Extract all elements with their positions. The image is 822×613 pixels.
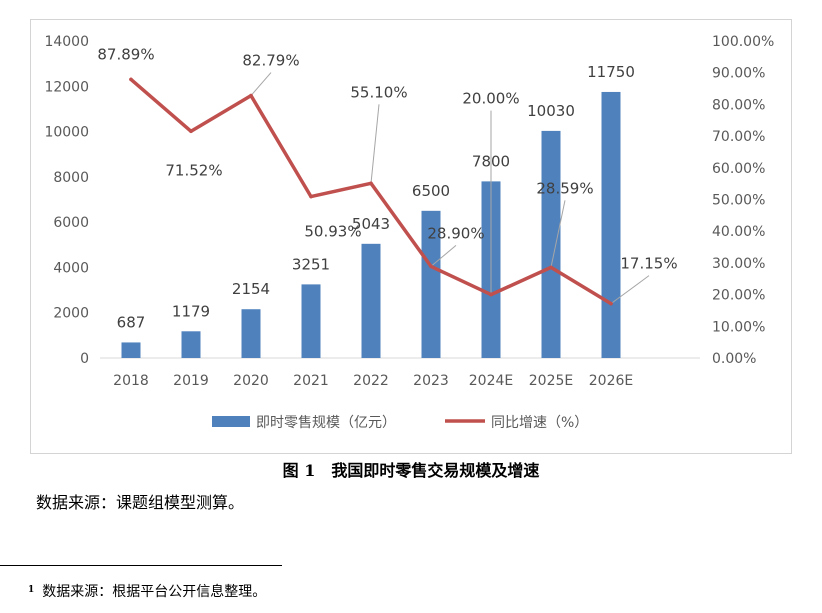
line-value-label: 87.89%	[97, 45, 154, 63]
right-axis-tick: 60.00%	[712, 161, 765, 177]
x-axis-tick: 2026E	[589, 373, 633, 389]
bar-value-label: 1179	[172, 302, 210, 320]
leader-line	[550, 200, 566, 268]
x-axis-tick: 2020	[233, 373, 269, 389]
line-point	[369, 181, 373, 186]
right-axis-tick: 30.00%	[712, 256, 765, 272]
line-value-label: 50.93%	[304, 223, 361, 241]
x-axis-tick: 2024E	[469, 373, 513, 389]
bar	[361, 243, 381, 358]
x-axis-tick: 2019	[173, 373, 209, 389]
left-axis-tick: 8000	[53, 170, 89, 186]
right-axis-tick: 40.00%	[712, 224, 765, 240]
left-axis-tick: 2000	[53, 306, 89, 322]
bar-value-label: 6500	[412, 182, 450, 200]
bar-value-label: 11750	[587, 63, 635, 81]
left-axis-tick: 14000	[44, 34, 89, 50]
bar	[601, 91, 621, 359]
bar-value-label: 5043	[352, 215, 390, 233]
line-value-label: 17.15%	[620, 255, 677, 273]
bar	[121, 342, 141, 358]
line-point	[189, 129, 193, 134]
bar-series	[121, 91, 621, 359]
line-point	[429, 264, 433, 269]
line-value-label: 82.79%	[242, 52, 299, 70]
footnote-marker: 1	[28, 585, 35, 595]
left-axis-tick: 10000	[44, 125, 89, 141]
left-axis: 0 2000 4000 6000 8000 10000 12000 14000	[44, 34, 89, 367]
left-axis-tick: 6000	[53, 215, 89, 231]
legend-label-line: 同比增速（%）	[491, 415, 588, 431]
right-axis-tick: 100.00%	[712, 34, 774, 50]
bar	[241, 309, 261, 358]
x-axis: 2018 2019 2020 2021 2022 2023 2024E 2025E 2026E	[100, 357, 700, 389]
leader-line	[430, 245, 457, 267]
line-point	[549, 265, 553, 270]
x-axis-tick: 2018	[113, 373, 149, 389]
bar-value-label: 2154	[232, 280, 270, 298]
bar-value-label: 3251	[292, 255, 330, 273]
line-point	[489, 292, 493, 297]
footnote: 1 数据来源：根据平台公开信息整理。	[28, 581, 266, 601]
bar-value-label: 10030	[527, 102, 575, 120]
line-value-label: 28.59%	[536, 179, 593, 197]
right-axis-tick: 70.00%	[712, 129, 765, 145]
bar	[421, 210, 441, 358]
x-axis-tick: 2022	[353, 373, 389, 389]
right-axis: 0.00% 10.00% 20.00% 30.00% 40.00% 50.00% 60.00…	[712, 34, 774, 367]
figure-caption: 图 1 我国即时零售交易规模及增速	[282, 461, 540, 480]
legend-label-bar: 即时零售规模（亿元）	[256, 415, 396, 431]
left-axis-tick: 4000	[53, 260, 89, 276]
right-axis-tick: 90.00%	[712, 66, 765, 82]
right-axis-tick: 80.00%	[712, 97, 765, 113]
line-value-label: 71.52%	[165, 161, 222, 179]
source-note: 数据来源：课题组模型测算。	[36, 493, 245, 512]
right-axis-tick: 0.00%	[712, 351, 756, 367]
footnote-rule	[0, 565, 282, 566]
chart: 0 2000 4000 6000 8000 10000 12000 14000 0.00% 10…	[44, 34, 774, 431]
left-axis-tick: 12000	[44, 79, 89, 95]
bar	[541, 130, 561, 358]
line-series	[129, 77, 613, 306]
left-axis-tick: 0	[80, 351, 89, 367]
x-axis-tick: 2021	[293, 373, 329, 389]
line-point	[309, 194, 313, 199]
bar-value-label: 7800	[472, 152, 510, 170]
legend-swatch-bar	[212, 416, 250, 427]
line-point	[249, 93, 253, 98]
leader-line	[250, 72, 272, 96]
right-axis-tick: 20.00%	[712, 288, 765, 304]
bar-value-label: 687	[117, 313, 146, 331]
line-value-label: 28.90%	[427, 224, 484, 242]
x-axis-tick: 2023	[413, 373, 449, 389]
right-axis-tick: 50.00%	[712, 193, 765, 209]
x-axis-tick: 2025E	[529, 373, 573, 389]
leader-line	[610, 275, 650, 305]
leader-lines	[250, 72, 650, 305]
line-point	[129, 77, 133, 82]
line-value-label: 20.00%	[462, 90, 519, 108]
line-point	[609, 301, 613, 306]
legend: 即时零售规模（亿元） 同比增速（%）	[212, 415, 588, 431]
line-value-label: 55.10%	[350, 83, 407, 101]
leader-line	[370, 104, 380, 184]
data-labels: 687 1179 2154 3251 5043 6500 7800 10030 11750 87.…	[97, 45, 677, 331]
bar	[301, 284, 321, 358]
right-axis-tick: 10.00%	[712, 319, 765, 335]
footnote-text: 数据来源：根据平台公开信息整理。	[42, 584, 267, 600]
bar	[181, 331, 201, 358]
